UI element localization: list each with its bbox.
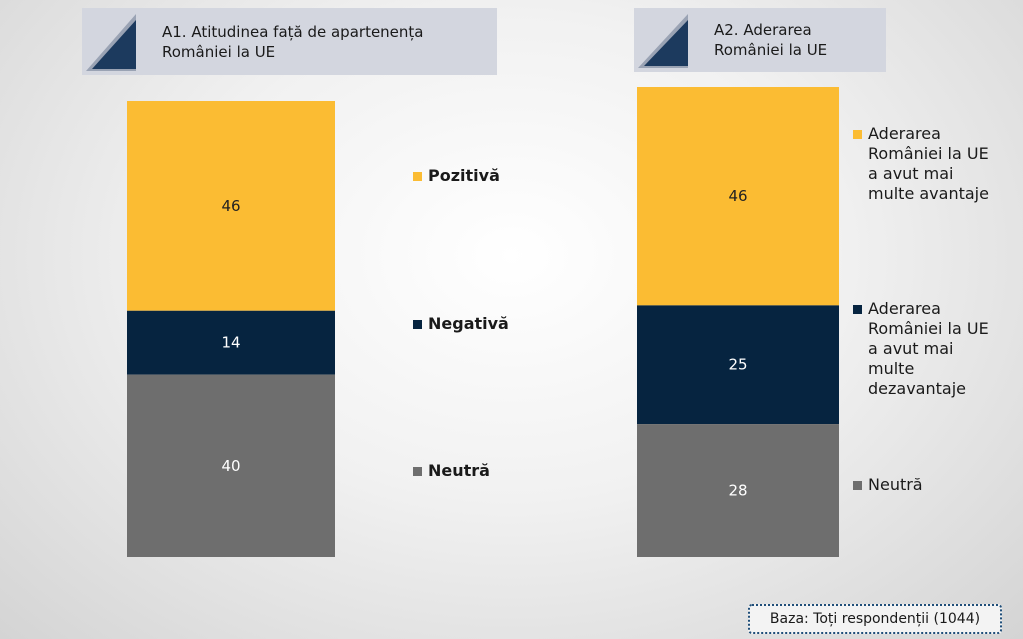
chart-a2-title-line-2: României la UE [714, 41, 828, 59]
legend-label-line: Negativă [428, 314, 509, 333]
legend-label: Aderarea României la UE a avut mai multe dez… [868, 299, 989, 399]
chart-a2-data-label-2: 25 [728, 356, 747, 374]
header-triangle-icon [86, 14, 136, 71]
legend-swatch [853, 305, 862, 314]
legend-swatch [413, 320, 422, 329]
legend-label-line: Aderarea [868, 124, 941, 143]
chart-a2-bar-segment-1 [637, 87, 839, 306]
legend-label-line: Neutră [428, 461, 490, 480]
legend-swatch [413, 172, 422, 181]
chart-a1-title-line-1: A1. Atitudinea față de apartenența [162, 23, 424, 41]
legend-label-line: a avut mai [868, 339, 954, 358]
header-triangle-icon [638, 14, 688, 68]
chart-a2-data-label-3: 28 [728, 482, 747, 500]
chart-a1-header: A1. Atitudinea față de apartenența Român… [82, 8, 497, 75]
chart-a1-bar-segment-3 [127, 374, 335, 557]
chart-a2-bar-segment-3 [637, 424, 839, 557]
legend-label-line: României la UE [868, 319, 989, 338]
chart-a2-title-line-1: A2. Aderarea [714, 21, 812, 39]
legend-label-line: multe avantaje [868, 184, 989, 203]
chart-a1-data-label-1: 46 [221, 197, 240, 215]
legend-label-line: Neutră [868, 475, 923, 494]
legend-label-line: multe [868, 359, 915, 378]
legend-swatch [413, 467, 422, 476]
chart-a2-bar-segment-2 [637, 305, 839, 425]
chart-a2-header: A2. Aderarea României la UE [634, 8, 886, 72]
chart-a1-title: A1. Atitudinea față de apartenența Român… [162, 22, 424, 62]
legend-label: Neutră [868, 475, 923, 495]
chart-a1-data-label-3: 40 [221, 457, 240, 475]
legend-label: Neutră [428, 461, 490, 481]
base-note: Baza: Toți respondenții (1044) [748, 604, 1002, 634]
legend-label: Pozitivă [428, 166, 500, 186]
chart-a2-title: A2. Aderarea României la UE [714, 20, 827, 60]
chart-a1-bar-segment-1 [127, 101, 335, 311]
chart-a1-title-line-2: României la UE [162, 43, 276, 61]
chart-a1-bar-segment-2 [127, 310, 335, 375]
legend-label: Aderarea României la UE a avut mai multe av… [868, 124, 989, 204]
legend-label-line: dezavantaje [868, 379, 966, 398]
chart-a2-data-label-1: 46 [728, 187, 747, 205]
legend-label: Negativă [428, 314, 509, 334]
legend-label-line: a avut mai [868, 164, 954, 183]
chart-a1-data-label-2: 14 [221, 334, 240, 352]
legend-label-line: Aderarea [868, 299, 941, 318]
legend-swatch [853, 130, 862, 139]
legend-label-line: României la UE [868, 144, 989, 163]
legend-label-line: Pozitivă [428, 166, 500, 185]
legend-swatch [853, 481, 862, 490]
